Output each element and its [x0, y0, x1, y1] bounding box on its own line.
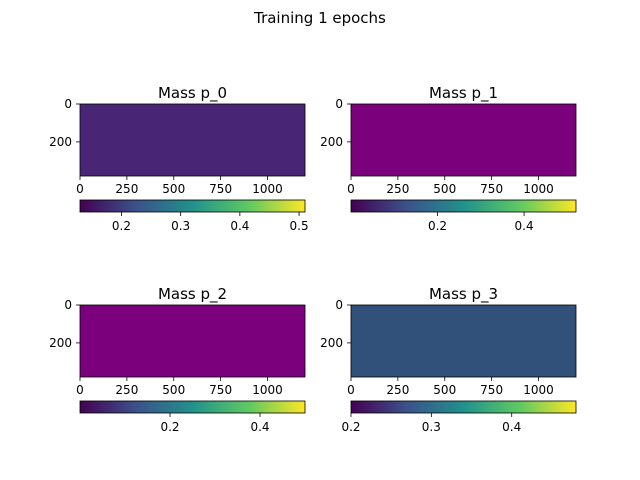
colorbar	[80, 401, 305, 413]
subplot-1: Mass p_1 0 250 500 750 1000 0 200 0.2 0.4	[320, 84, 577, 233]
y-tick-label: 200	[320, 135, 343, 149]
subplot-3: Mass p_3 0 250 500 750 1000 0 200 0.2 0.3 0.4	[320, 285, 577, 434]
axes-frame	[350, 103, 577, 177]
x-tick-label: 250	[386, 383, 409, 397]
colorbar-tick-label: 0.3	[171, 219, 190, 233]
colorbar-tick-label: 0.5	[290, 219, 309, 233]
colorbar-frame	[350, 400, 577, 414]
x-tick-label: 500	[433, 383, 456, 397]
x-tick-label: 500	[433, 182, 456, 196]
y-tick-label: 200	[49, 135, 72, 149]
y-tick-label: 200	[49, 336, 72, 350]
x-tick-label: 250	[115, 182, 138, 196]
x-tick-label: 1000	[252, 182, 283, 196]
subplot-2: Mass p_2 0 250 500 750 1000 0 200 0.2 0.4	[49, 285, 306, 434]
figure-title: Training 1 epochs	[253, 9, 386, 27]
colorbar-frame	[350, 199, 577, 213]
x-tick-label: 0	[347, 182, 355, 196]
colorbar-tick-label: 0.4	[250, 420, 269, 434]
colorbar-tick-label: 0.3	[422, 420, 441, 434]
x-tick-label: 500	[162, 182, 185, 196]
colorbar	[351, 200, 576, 212]
x-tick-label: 250	[386, 182, 409, 196]
colorbar-tick-label: 0.2	[428, 219, 447, 233]
y-tick-label: 0	[335, 298, 343, 312]
colorbar-tick-label: 0.2	[112, 219, 131, 233]
x-tick-label: 750	[480, 383, 503, 397]
colorbar-frame	[79, 199, 306, 213]
colorbar-frame	[79, 400, 306, 414]
subplot-0: Mass p_0 0 250 500 750 1000 0 200 0.2 0.3 0.4 0.5	[49, 84, 309, 233]
y-tick-label: 0	[64, 298, 72, 312]
subplot-title: Mass p_3	[429, 285, 498, 304]
axes-frame	[79, 103, 306, 177]
subplot-title: Mass p_2	[158, 285, 227, 304]
subplot-title: Mass p_0	[158, 84, 227, 103]
colorbar-tick-label: 0.2	[160, 420, 179, 434]
colorbar	[351, 401, 576, 413]
y-tick-label: 0	[64, 97, 72, 111]
x-tick-label: 750	[209, 182, 232, 196]
x-tick-label: 250	[115, 383, 138, 397]
axes-frame	[79, 304, 306, 378]
x-tick-label: 0	[76, 182, 84, 196]
colorbar-tick-label: 0.4	[515, 219, 534, 233]
x-tick-label: 0	[76, 383, 84, 397]
x-tick-label: 1000	[523, 383, 554, 397]
colorbar-tick-label: 0.2	[341, 420, 360, 434]
subplot-title: Mass p_1	[429, 84, 498, 103]
heatmap-image	[351, 305, 576, 377]
x-tick-label: 500	[162, 383, 185, 397]
heatmap-image	[351, 104, 576, 176]
y-tick-label: 200	[320, 336, 343, 350]
x-tick-label: 750	[209, 383, 232, 397]
colorbar-tick-label: 0.4	[230, 219, 249, 233]
x-tick-label: 1000	[523, 182, 554, 196]
x-tick-label: 1000	[252, 383, 283, 397]
heatmap-image	[80, 305, 305, 377]
x-tick-label: 0	[347, 383, 355, 397]
y-tick-label: 0	[335, 97, 343, 111]
colorbar-tick-label: 0.4	[502, 420, 521, 434]
axes-frame	[350, 304, 577, 378]
colorbar	[80, 200, 305, 212]
heatmap-image	[80, 104, 305, 176]
x-tick-label: 750	[480, 182, 503, 196]
